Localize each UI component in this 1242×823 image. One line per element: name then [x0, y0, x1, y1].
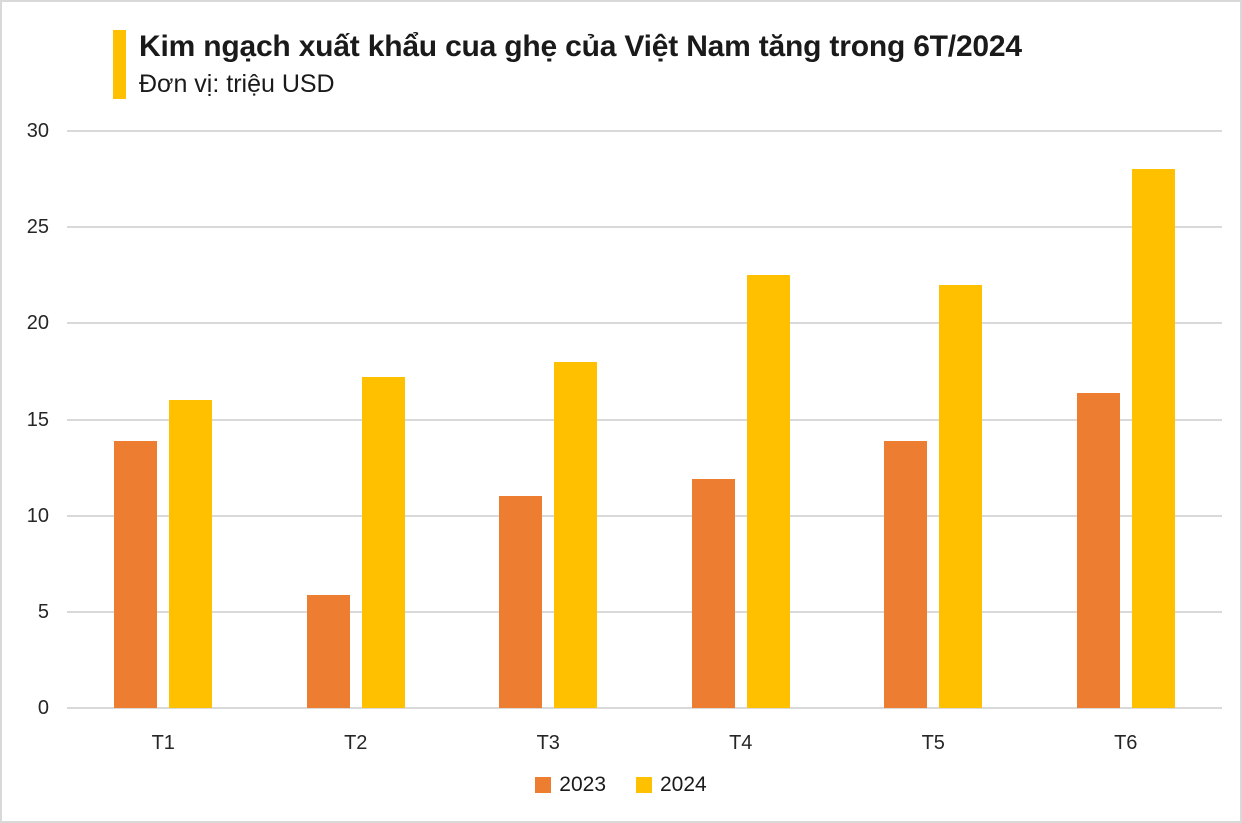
x-tick-label-T4: T4	[729, 732, 753, 754]
bar-2024-T2	[361, 377, 405, 708]
chart-title: Kim ngạch xuất khẩu cua ghẹ của Việt Nam…	[139, 30, 1022, 63]
legend-swatch-2024	[636, 777, 652, 793]
title-accent-bar	[113, 30, 126, 99]
bar-group-T1	[67, 131, 260, 708]
legend-label-2023: 2023	[559, 773, 606, 796]
plot-area	[67, 130, 1222, 709]
bar-2024-T6	[1131, 169, 1175, 708]
x-tick-label-T2: T2	[344, 732, 368, 754]
bar-2023-T4	[691, 479, 735, 708]
legend-item-2023: 2023	[535, 773, 606, 797]
bar-2024-T1	[169, 400, 213, 708]
y-tick-label-25: 25	[26, 216, 49, 239]
bar-2023-T5	[884, 440, 928, 708]
gridline-5	[67, 610, 1222, 613]
x-tick-label-T6: T6	[1114, 732, 1138, 754]
y-tick-label-15: 15	[26, 408, 49, 431]
x-axis: T1 T2 T3 T4 T5 T6	[67, 728, 1222, 758]
bar-group-T3	[452, 131, 645, 708]
bar-2024-T3	[554, 361, 598, 708]
y-axis: 0 5 10 15 20 25 30	[2, 2, 49, 821]
chart-unit-label: Đơn vị: triệu USD	[139, 70, 335, 98]
y-tick-label-0: 0	[37, 697, 49, 719]
gridline-20	[67, 322, 1222, 325]
bar-2023-T6	[1076, 392, 1120, 708]
y-tick-label-10: 10	[26, 504, 49, 527]
gridline-0	[67, 707, 1222, 709]
legend-swatch-2023	[535, 777, 552, 793]
bar-group-T5	[837, 131, 1030, 708]
bar-group-T4	[645, 131, 838, 708]
gridline-10	[67, 514, 1222, 517]
legend-label-2024: 2024	[660, 773, 707, 796]
bar-series-container	[67, 131, 1222, 708]
bar-2023-T3	[499, 496, 543, 708]
bar-2024-T5	[939, 284, 983, 708]
gridline-15	[67, 418, 1222, 421]
x-tick-label-T5: T5	[921, 732, 945, 754]
bar-2023-T2	[306, 594, 350, 708]
y-tick-label-20: 20	[26, 312, 49, 335]
y-tick-label-5: 5	[37, 600, 49, 623]
y-tick-label-30: 30	[26, 120, 49, 142]
chart-header-text: Kim ngạch xuất khẩu cua ghẹ của Việt Nam…	[139, 30, 1022, 99]
bar-group-T6	[1030, 131, 1223, 708]
x-tick-label-T1: T1	[151, 732, 175, 754]
gridline-25	[67, 226, 1222, 229]
chart-header: Kim ngạch xuất khẩu cua ghẹ của Việt Nam…	[113, 30, 1022, 99]
legend-item-2024: 2024	[636, 773, 707, 797]
gridline-30	[67, 130, 1222, 132]
x-tick-label-T3: T3	[536, 732, 560, 754]
bar-group-T2	[260, 131, 453, 708]
bar-2023-T1	[114, 440, 158, 708]
legend: 2023 2024	[2, 773, 1240, 797]
bar-2024-T4	[746, 275, 790, 708]
